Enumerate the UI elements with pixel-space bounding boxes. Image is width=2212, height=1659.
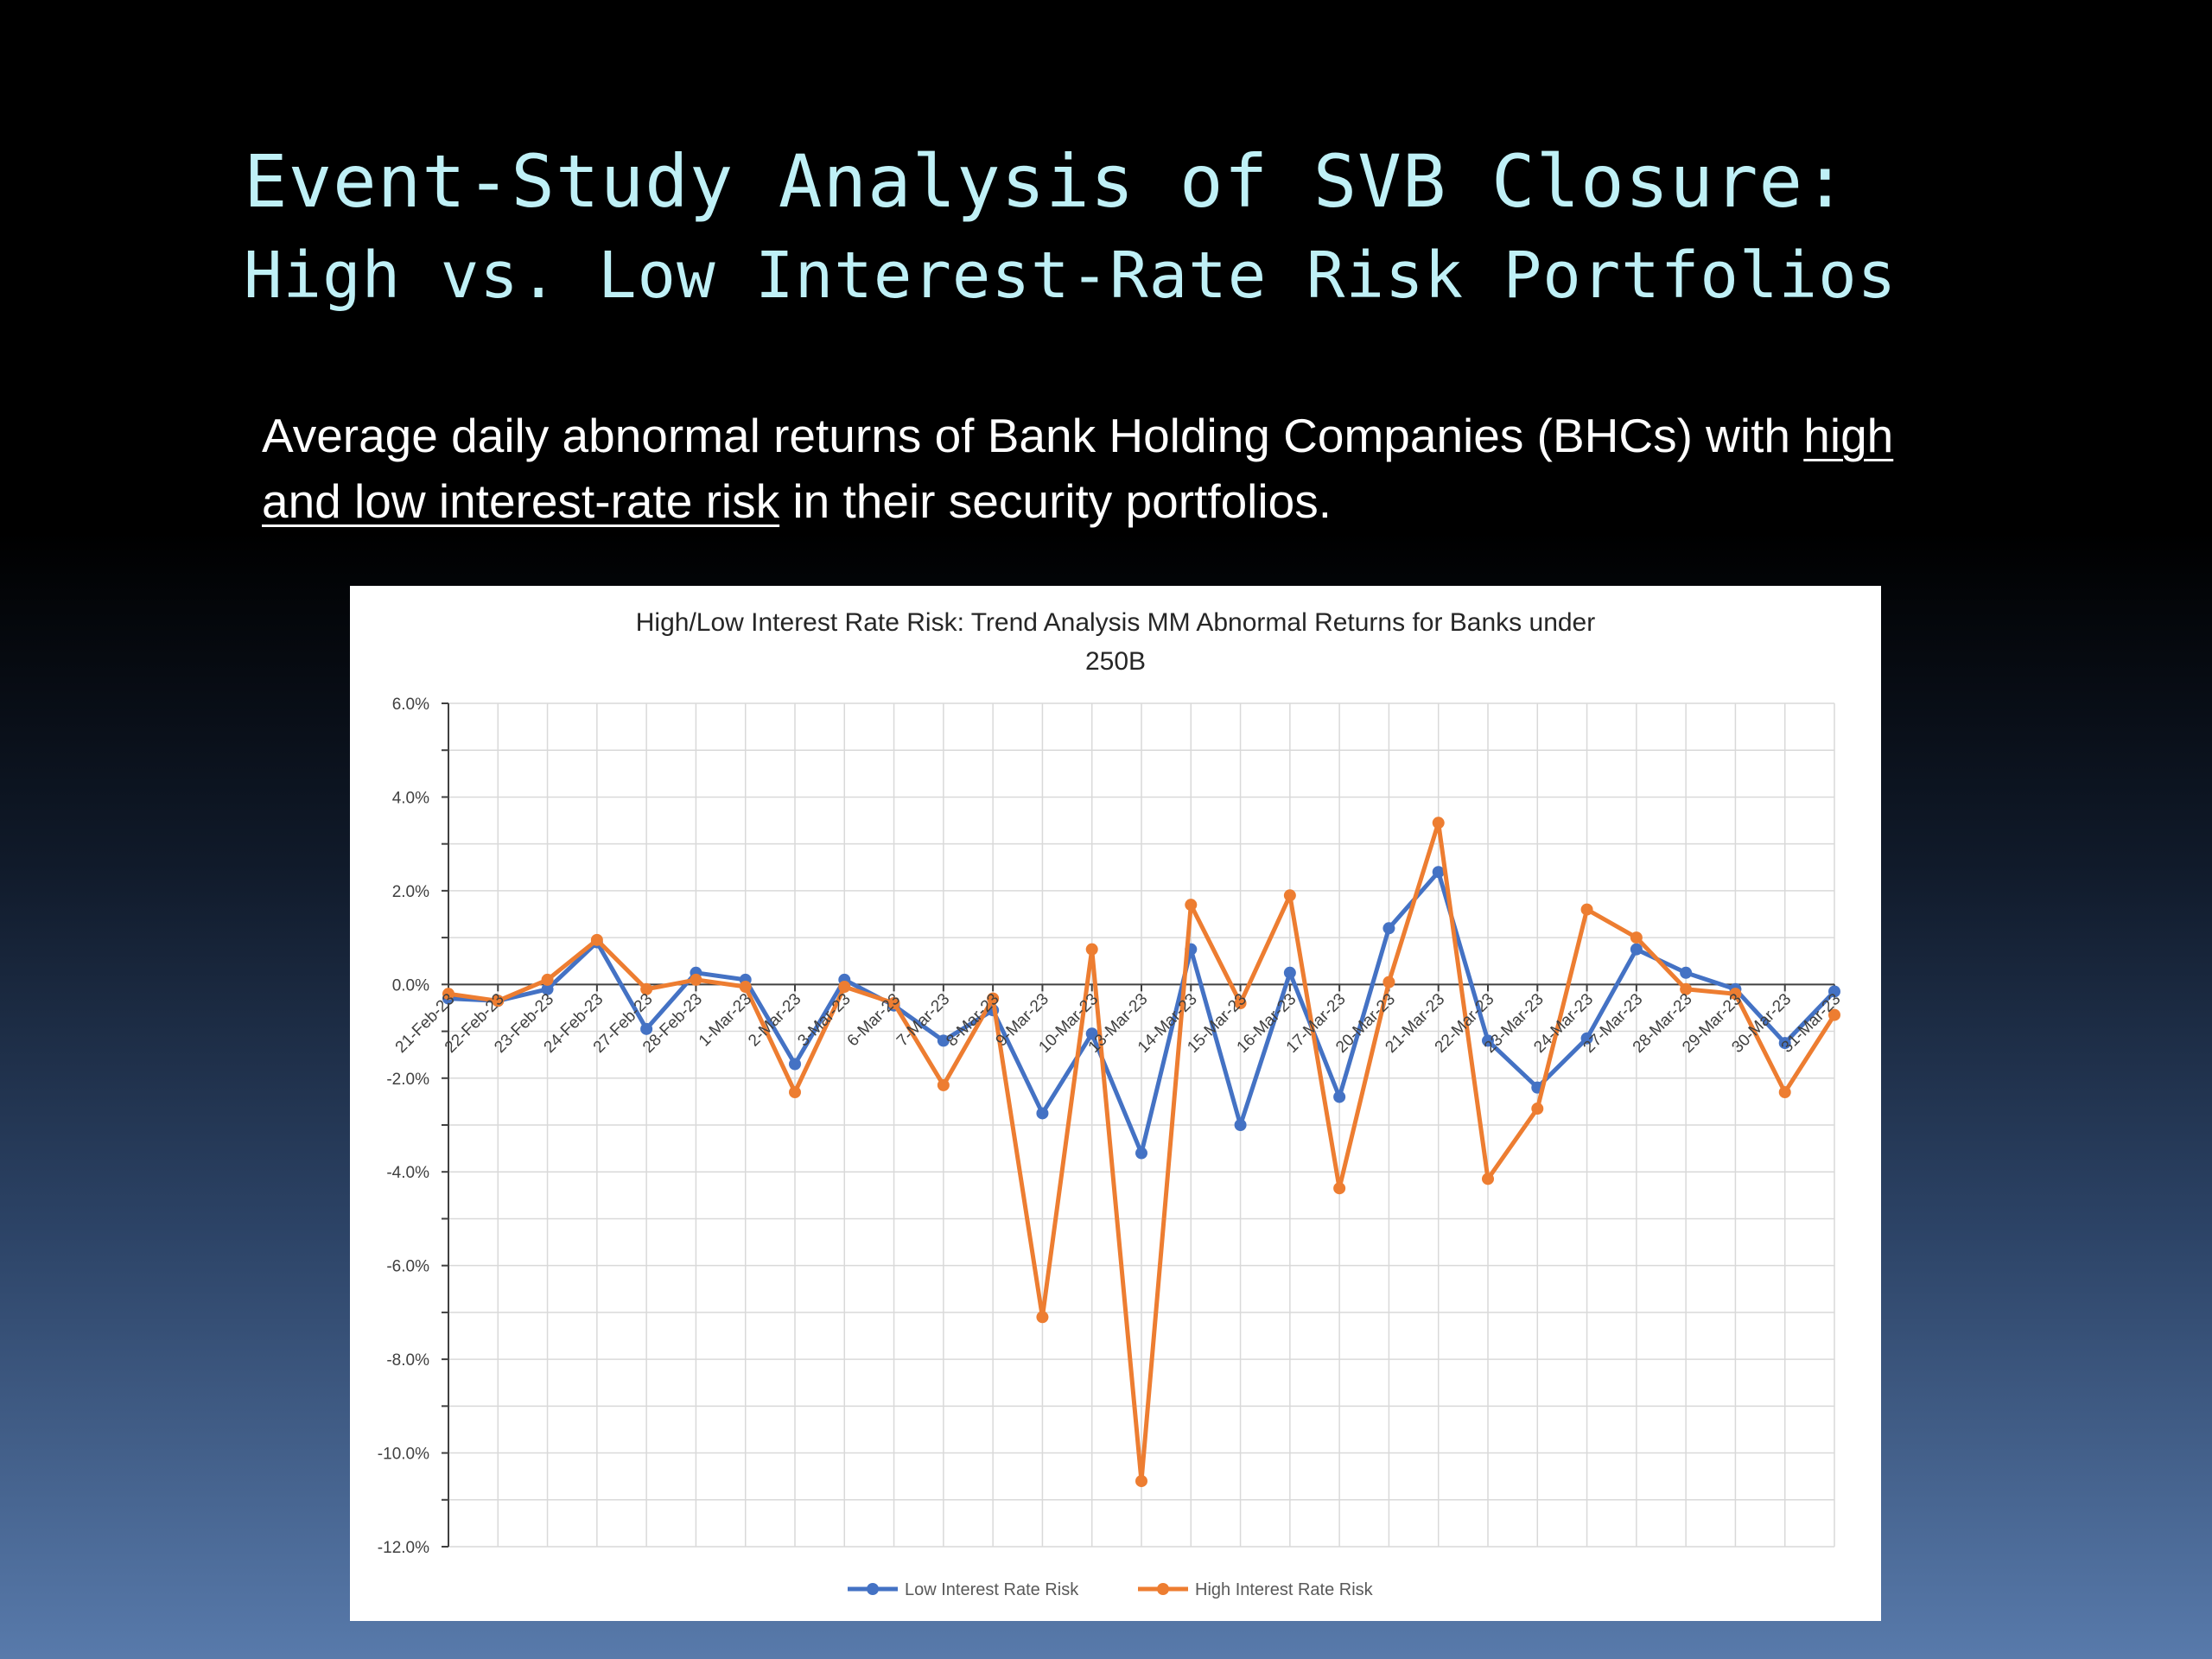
data-point: [590, 933, 603, 946]
data-point: [1085, 1027, 1098, 1040]
data-point: [1580, 1032, 1593, 1045]
y-tick-label: -6.0%: [386, 1258, 429, 1276]
legend-label: Low Interest Rate Risk: [905, 1580, 1079, 1599]
y-tick-label: 0.0%: [392, 976, 429, 995]
data-point: [1729, 988, 1742, 1001]
data-point: [1432, 866, 1445, 879]
subtitle-text-post: in their security portfolios.: [779, 474, 1332, 528]
data-point: [987, 992, 1000, 1005]
x-tick-labels: 21-Feb-2322-Feb-2323-Feb-2324-Feb-2327-F…: [392, 990, 1845, 1057]
data-point: [1828, 1008, 1840, 1021]
subtitle-text-pre: Average daily abnormal returns of Bank H…: [262, 409, 1804, 462]
data-point: [1630, 931, 1643, 944]
data-point: [541, 982, 554, 995]
data-point: [1135, 1147, 1147, 1160]
data-point: [442, 988, 454, 1001]
y-tick-label: -10.0%: [378, 1446, 429, 1464]
data-point: [640, 1022, 653, 1035]
slide-title-line2: High vs. Low Interest-Rate Risk Portfoli…: [244, 238, 1897, 313]
data-point: [1234, 1119, 1247, 1131]
data-point: [1778, 1086, 1791, 1099]
data-point: [1778, 1037, 1791, 1050]
x-tick-label: 3-Mar-23: [794, 990, 854, 1050]
data-point: [1630, 943, 1643, 956]
data-point: [1135, 1475, 1147, 1488]
data-point: [1382, 976, 1395, 988]
data-point: [1828, 985, 1840, 998]
data-point: [1432, 817, 1445, 830]
chart-title-line1: High/Low Interest Rate Risk: Trend Analy…: [636, 608, 1595, 637]
data-point: [1234, 997, 1247, 1010]
chart-title-line2: 250B: [1085, 647, 1146, 676]
data-point: [1333, 1182, 1346, 1195]
data-point: [789, 1086, 801, 1099]
slide-title-line1: Event-Study Analysis of SVB Closure:: [244, 139, 1848, 224]
data-point: [789, 1058, 801, 1071]
legend-swatch-marker: [1157, 1583, 1169, 1595]
data-point: [1036, 1311, 1049, 1324]
y-tick-label: -8.0%: [386, 1351, 429, 1370]
y-tick-label: 6.0%: [392, 696, 429, 714]
data-point: [887, 997, 900, 1010]
x-tick-label: 6-Mar-23: [844, 990, 904, 1050]
data-point: [937, 1078, 950, 1091]
data-point: [1482, 1173, 1494, 1185]
data-point: [1382, 922, 1395, 935]
chart-grid: [448, 702, 1835, 1548]
chart-panel: High/Low Interest Rate Risk: Trend Analy…: [350, 586, 1881, 1621]
chart-axes: 6.0% 4.0% 2.0% 0.0% -2.0% -4.0% -6.0% -8.0% -10.…: [378, 696, 1835, 1557]
data-point: [1482, 1034, 1494, 1047]
subtitle-underlined-text: high and low interest-rate risk: [262, 409, 1894, 528]
data-point: [1036, 1107, 1049, 1120]
x-tick-label: 8-Mar-23: [943, 990, 1002, 1050]
data-point: [1283, 889, 1296, 902]
data-point: [1580, 903, 1593, 916]
y-tick-label: -4.0%: [386, 1164, 429, 1182]
legend-swatch-marker: [867, 1583, 879, 1595]
slide-subtitle: Average daily abnormal returns of Bank H…: [262, 403, 1904, 534]
line-chart: High/Low Interest Rate Risk: Trend Analy…: [378, 608, 1845, 1599]
y-tick-label: -12.0%: [378, 1539, 429, 1557]
data-point: [1185, 899, 1198, 912]
data-point: [937, 1034, 950, 1047]
legend-label: High Interest Rate Risk: [1195, 1580, 1374, 1599]
data-point: [1333, 1090, 1346, 1103]
x-tick-label: 2-Mar-23: [745, 990, 804, 1050]
data-point: [838, 981, 851, 994]
slide-title: Event-Study Analysis of SVB Closure: Hig…: [244, 145, 1897, 308]
data-point: [1680, 966, 1693, 979]
data-point: [1283, 966, 1296, 979]
data-point: [1085, 943, 1098, 956]
data-point: [541, 973, 554, 986]
data-point: [1680, 982, 1693, 995]
y-tick-label: 4.0%: [392, 789, 429, 807]
y-tick-label: -2.0%: [386, 1071, 429, 1089]
data-point: [492, 995, 505, 1007]
chart-series: [442, 817, 1840, 1488]
data-point: [739, 981, 752, 994]
data-point: [640, 982, 653, 995]
y-tick-label: 2.0%: [392, 883, 429, 901]
x-tick-label: 1-Mar-23: [696, 990, 755, 1050]
data-point: [1531, 1103, 1544, 1116]
chart-legend: Low Interest Rate Risk High Interest Rate…: [848, 1580, 1374, 1599]
data-point: [690, 973, 702, 986]
